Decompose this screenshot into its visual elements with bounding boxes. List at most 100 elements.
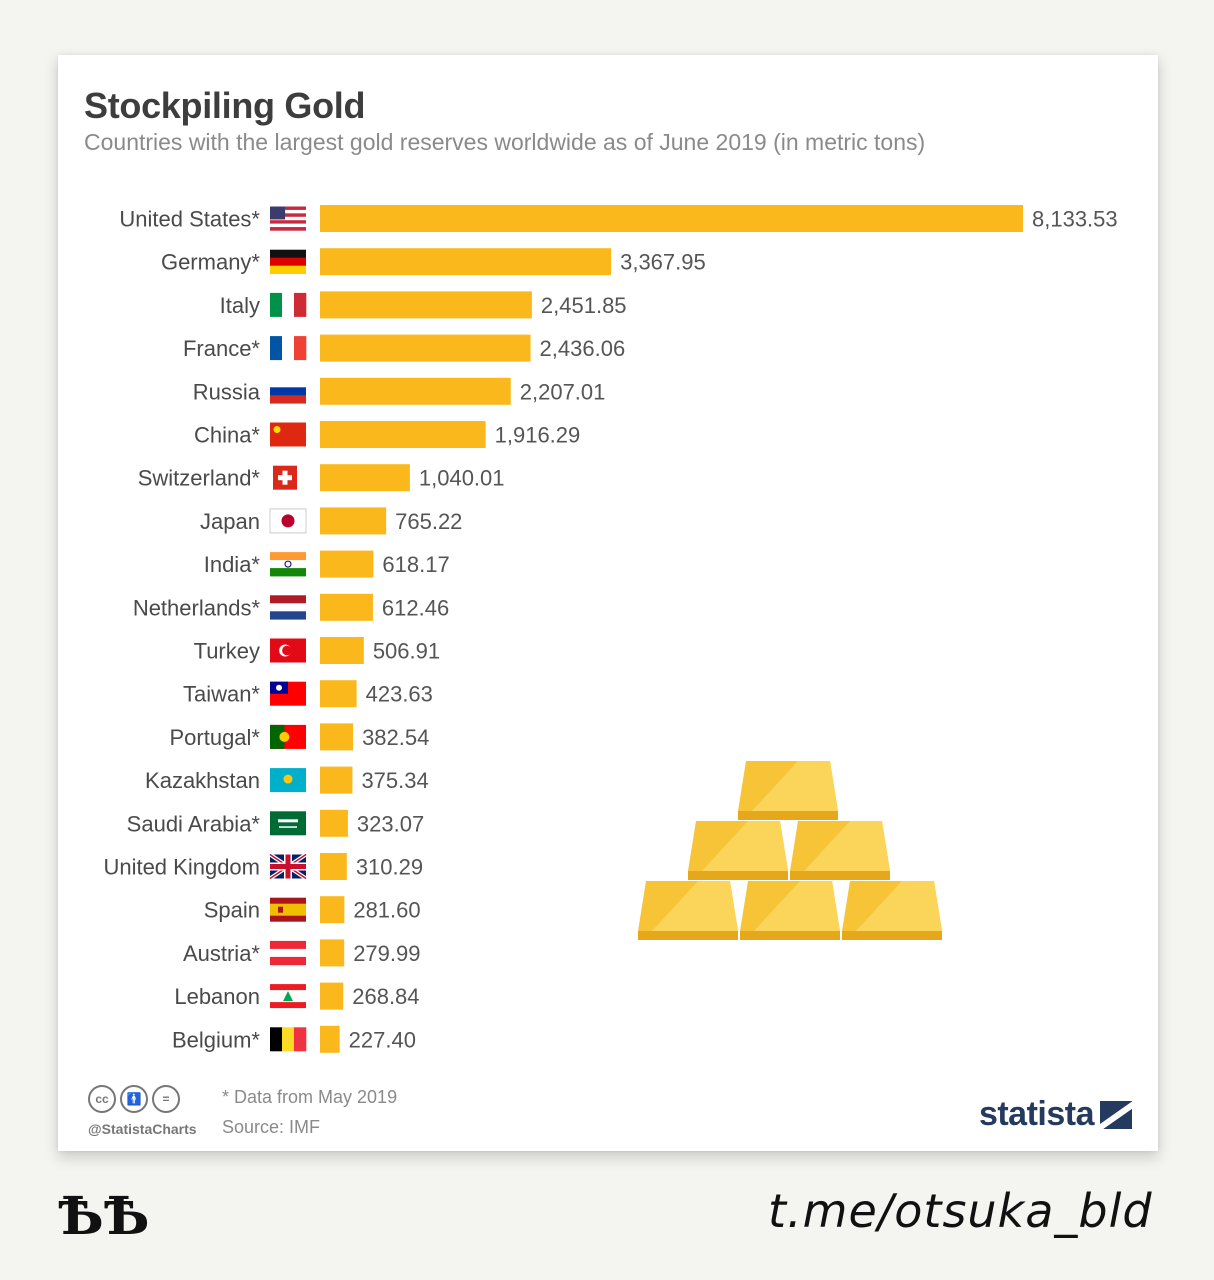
value-label: 310.29 [356,855,423,880]
nd-icon: = [152,1085,180,1113]
country-label: Taiwan* [183,682,260,707]
country-label: Belgium* [172,1027,260,1052]
flag-be-icon [270,1027,307,1052]
chart-card: Stockpiling Gold Countries with the larg… [58,55,1158,1151]
country-label: Germany* [161,250,260,275]
country-label: Portugal* [169,725,260,750]
value-label: 2,436.06 [540,336,626,361]
value-label: 506.91 [373,639,440,664]
country-label: United Kingdom [103,855,260,880]
flag-kz-icon [270,768,306,793]
bar [320,637,364,664]
watermark-left: ѢѢ [58,1186,150,1247]
flag-ch-icon [273,465,297,490]
flag-tr-icon [270,638,306,663]
bar [320,939,345,967]
gold-ingot-icon [638,881,738,940]
country-label: Austria* [183,941,260,966]
chart-subtitle: Countries with the largest gold reserves… [84,129,926,155]
value-label: 618.17 [382,552,449,577]
country-label: Italy [220,293,260,318]
gold-ingot-icon [688,821,788,880]
statista-mark-icon [1100,1100,1132,1129]
bar [320,377,511,405]
flag-it-icon [270,292,307,317]
value-label: 2,207.01 [520,379,606,404]
value-label: 3,367.95 [620,250,706,275]
statista-logo: statista [979,1095,1132,1134]
flag-lb-icon [270,984,306,1009]
value-label: 765.22 [395,509,462,534]
country-label: Russia [193,379,261,404]
flag-sa-icon [270,811,306,836]
country-label: France* [183,336,260,361]
bar [320,334,531,362]
value-label: 1,916.29 [495,423,581,448]
flag-ru-icon [270,379,306,404]
bar [320,248,612,276]
watermark-right: t.me/otsuka_bld [768,1184,1153,1238]
value-label: 375.34 [361,768,428,793]
bar-chart: United States* Germany* Italy France* Russia… [103,205,1118,1053]
bar [320,291,532,319]
flag-nl-icon [270,595,306,620]
bar [320,1025,340,1053]
gold-ingot-icon [790,821,890,880]
bar [320,550,374,578]
bar [320,593,373,621]
value-label: 423.63 [366,682,433,707]
cc-icon: cc [88,1085,116,1113]
footnote: * Data from May 2019 [222,1087,398,1107]
bar [320,809,348,837]
flag-tw-icon [270,681,306,706]
flag-cn-icon [270,422,306,447]
value-label: 227.40 [349,1027,416,1052]
source-note: Source: IMF [222,1117,321,1137]
country-label: Switzerland* [138,466,261,491]
flag-fr-icon [270,336,307,361]
value-label: 612.46 [382,595,449,620]
value-label: 268.84 [352,984,419,1009]
value-label: 382.54 [362,725,429,750]
value-label: 323.07 [357,811,424,836]
country-label: Netherlands* [133,595,261,620]
country-label: Kazakhstan [145,768,260,793]
country-label: China* [194,423,260,448]
gold-bars-illustration [638,761,942,940]
bar [320,680,357,708]
country-label: Spain [204,898,260,923]
bar [320,507,387,535]
flag-in-icon [270,552,306,577]
value-label: 1,040.01 [419,466,505,491]
value-label: 281.60 [353,898,420,923]
gold-ingot-icon [738,761,838,820]
flag-jp-icon [269,508,307,534]
bar [320,853,347,880]
flag-de-icon [270,249,306,274]
country-label: United States* [119,207,260,232]
bar [320,205,1023,232]
country-label: India* [204,552,261,577]
country-label: Saudi Arabia* [127,811,261,836]
country-label: Lebanon [174,984,260,1009]
license-icons: cc 🚹 = [88,1085,180,1113]
country-label: Japan [200,509,260,534]
chart-title: Stockpiling Gold [84,85,366,126]
flag-pt-icon [270,724,306,749]
flag-gb-icon [268,852,308,881]
bar [320,766,353,794]
bar [320,464,410,492]
bar [320,896,345,924]
by-icon: 🚹 [120,1085,148,1113]
statista-wordmark: statista [978,1095,1095,1133]
bar [320,982,344,1010]
value-label: 2,451.85 [541,293,627,318]
gold-ingot-icon [740,881,840,940]
flag-at-icon [270,940,306,966]
value-label: 8,133.53 [1032,207,1118,232]
bar [320,421,486,448]
flag-us-icon [270,206,306,231]
bar [320,723,354,751]
gold-ingot-icon [842,881,942,940]
country-label: Turkey [194,639,260,664]
